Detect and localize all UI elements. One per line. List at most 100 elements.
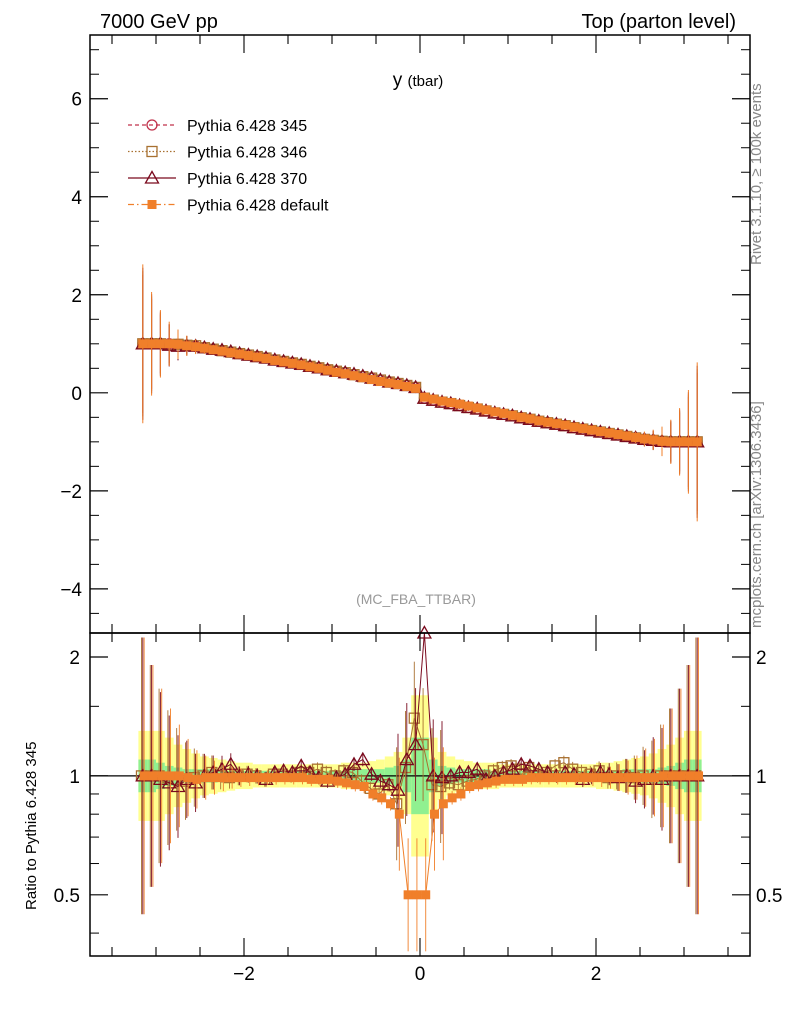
ratio-point	[447, 793, 457, 803]
data-point	[270, 355, 280, 365]
ratio-point	[271, 773, 281, 783]
ratio-point	[597, 773, 607, 783]
ratio-point	[451, 764, 468, 779]
ratio-point	[408, 712, 420, 724]
ratio-point	[363, 766, 380, 780]
data-point	[569, 422, 579, 432]
ratio-point	[614, 773, 624, 783]
y-tick-label: 2	[71, 286, 82, 307]
ratio-point	[482, 778, 492, 788]
data-point	[164, 339, 174, 349]
ratio-point	[394, 809, 404, 819]
data-point	[525, 414, 535, 424]
data-point	[657, 436, 667, 446]
ratio-point	[417, 738, 429, 751]
data-point	[534, 416, 544, 426]
y-tick-label: −4	[60, 580, 82, 601]
ratio-point	[161, 775, 177, 789]
ratio-point	[535, 773, 545, 783]
data-point	[411, 383, 421, 393]
ratio-point	[359, 782, 369, 792]
ratio-point	[386, 799, 396, 809]
data-point	[199, 343, 209, 353]
ratio-point	[685, 771, 695, 781]
ratio-point	[588, 773, 598, 783]
y-tick-label: −2	[60, 482, 82, 503]
ratio-point	[425, 768, 441, 782]
ratio-point	[293, 758, 309, 772]
legend-marker	[144, 170, 160, 184]
data-point	[182, 341, 192, 351]
ratio-point	[632, 773, 642, 783]
ratio-point	[381, 776, 397, 791]
ratio-tick-label-left: 2	[69, 648, 80, 669]
data-point	[393, 379, 403, 389]
data-point	[631, 432, 641, 442]
ratio-point	[513, 756, 529, 770]
ratio-point	[350, 780, 360, 790]
data-point	[613, 429, 623, 439]
ratio-point	[254, 773, 264, 783]
ratio-point	[306, 774, 316, 784]
data-point	[683, 437, 693, 447]
legend-entry-3: Pythia 6.428 default	[128, 198, 329, 215]
ratio-tick-label-left: 0.5	[54, 886, 80, 907]
series-3	[138, 264, 702, 522]
data-point	[208, 345, 218, 355]
data-point	[358, 373, 368, 383]
data-point	[367, 375, 377, 385]
ratio-point	[500, 774, 510, 784]
ratio-point	[298, 773, 308, 783]
data-point	[666, 437, 676, 447]
ratio-point	[676, 771, 686, 781]
ratio-point	[465, 782, 475, 792]
ratio-point	[218, 773, 228, 783]
data-point	[261, 354, 271, 364]
ratio-point	[157, 771, 167, 781]
x-tick-label: −2	[233, 964, 255, 985]
ratio-tick-label-right: 2	[756, 648, 767, 669]
top-title-main: y	[393, 70, 403, 91]
ratio-point	[338, 765, 350, 777]
ratio-point	[342, 778, 352, 788]
data-point	[235, 349, 245, 359]
legend-label: Pythia 6.428 default	[187, 198, 329, 215]
ratio-point	[456, 789, 466, 799]
y-tick-label: 6	[71, 90, 82, 111]
data-point	[639, 434, 649, 444]
ratio-point	[434, 769, 450, 784]
ratio-point	[658, 771, 668, 781]
legend-label: Pythia 6.428 370	[187, 171, 307, 188]
ratio-point	[174, 771, 184, 781]
ratio-point	[407, 736, 424, 751]
ratio-point	[562, 773, 572, 783]
ratio-point	[623, 773, 633, 783]
ratio-point	[650, 773, 660, 783]
ratio-point	[469, 761, 485, 775]
data-point	[446, 398, 456, 408]
data-point	[463, 401, 473, 411]
ratio-point	[192, 774, 202, 784]
top-title: y (tbar)	[393, 70, 444, 91]
ratio-point	[526, 773, 536, 783]
ratio-point	[223, 756, 239, 770]
ratio-point	[324, 774, 334, 784]
ratio-point	[280, 773, 290, 783]
y-tick-label: 0	[71, 384, 82, 405]
data-point	[296, 360, 306, 370]
ratio-point	[570, 773, 580, 783]
mcplots-label: mcplots.cern.ch [arXiv:1306.3436]	[748, 401, 765, 628]
data-point	[287, 358, 297, 368]
top-series	[135, 264, 705, 522]
ratio-point	[201, 773, 211, 783]
ratio-point	[390, 782, 406, 796]
legend-marker	[147, 200, 157, 209]
ratio-point	[315, 774, 325, 784]
data-point	[622, 431, 632, 441]
data-point	[437, 396, 447, 406]
x-tick-label: 2	[591, 964, 602, 985]
data-point	[191, 342, 201, 352]
legend-entry-2: Pythia 6.428 370	[128, 170, 307, 188]
ratio-point	[491, 776, 501, 786]
